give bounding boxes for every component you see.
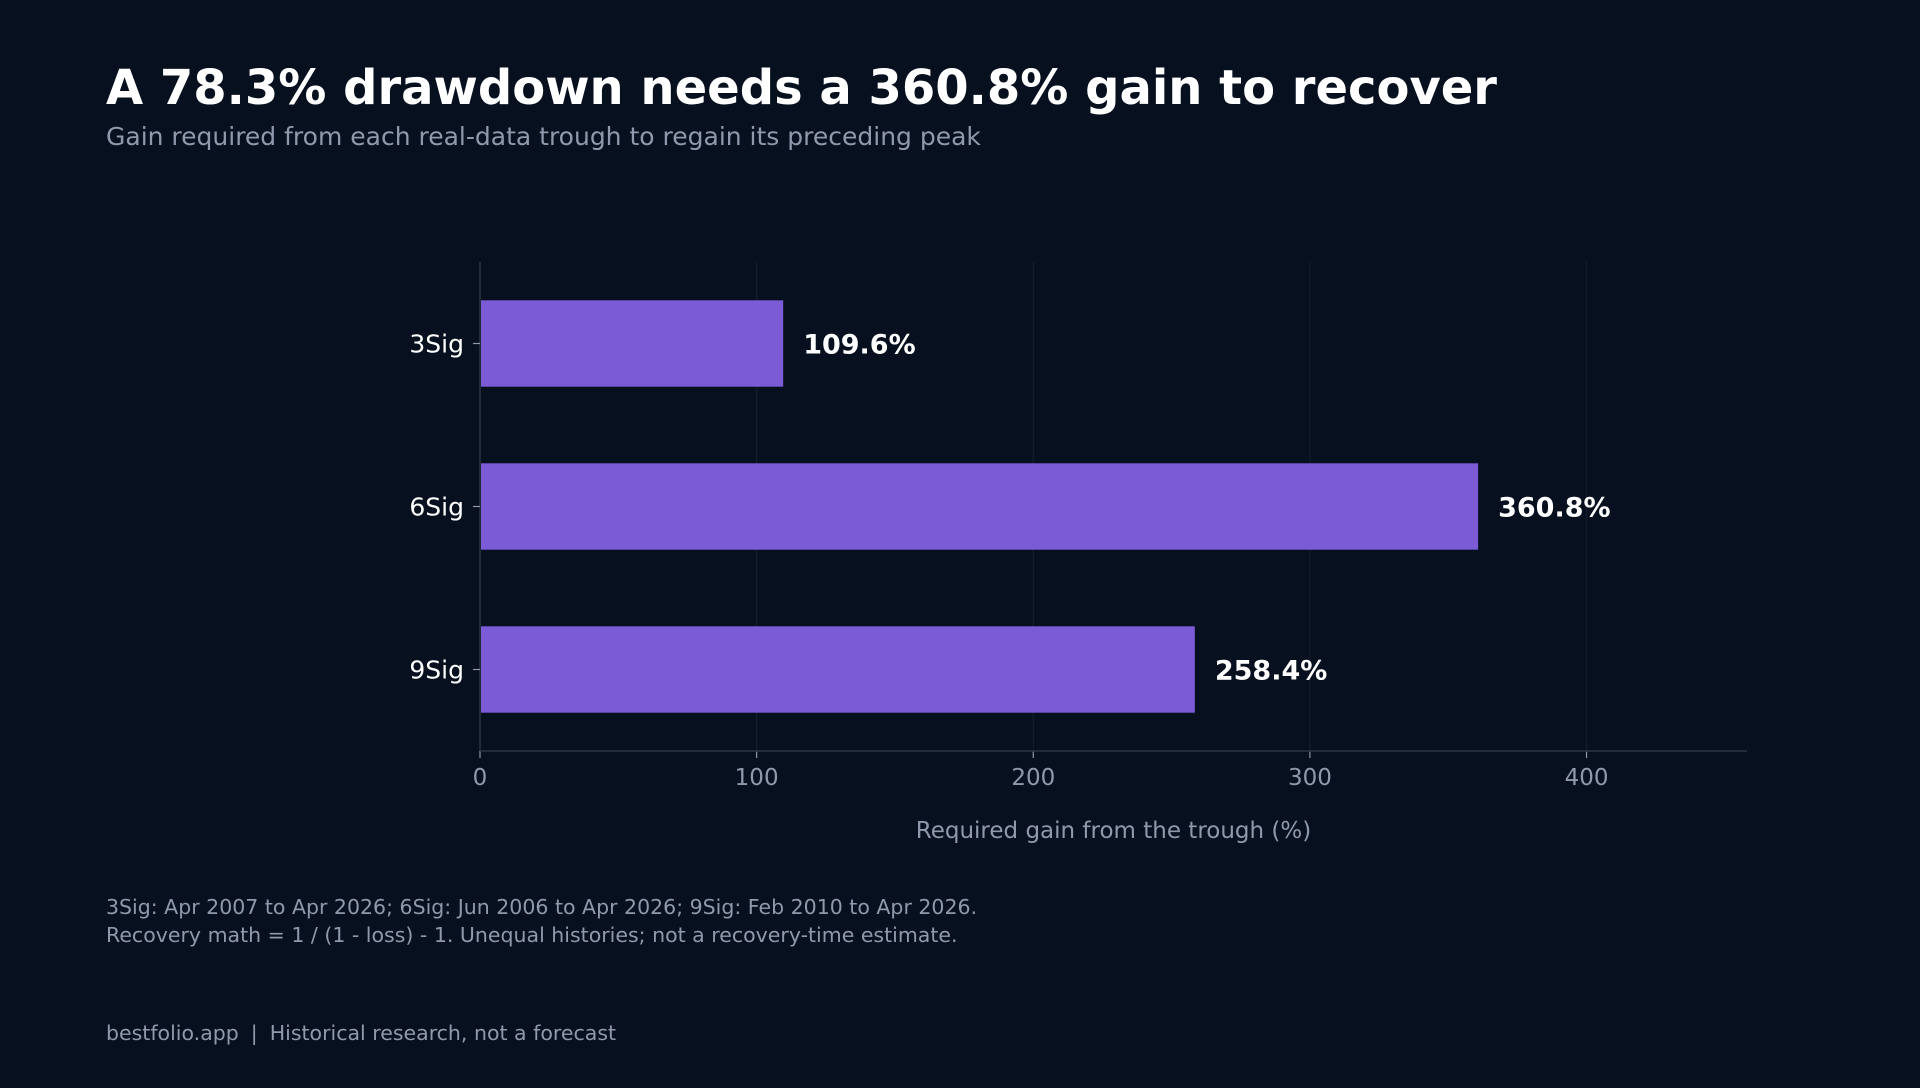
bar-9sig <box>481 626 1195 713</box>
data-label-9sig: 258.4% <box>1215 656 1327 687</box>
bar-3sig <box>481 300 784 387</box>
axes <box>473 262 1747 758</box>
category-label-6sig: 6Sig <box>409 493 464 522</box>
data-label-6sig: 360.8% <box>1498 493 1610 524</box>
footnote-line-2: Recovery math = 1 / (1 - loss) - 1. Uneq… <box>106 923 958 947</box>
x-tick-label: 300 <box>1288 765 1332 791</box>
bar-6sig <box>481 463 1479 550</box>
footer-note: Historical research, not a forecast <box>269 1021 617 1045</box>
labels: 0 100 200 300 400 3Sig 109.6% 6Sig 360.8% 9Sig 258… <box>409 330 1610 845</box>
footer-site: bestfolio.app <box>106 1021 239 1045</box>
category-label-3sig: 3Sig <box>409 330 464 359</box>
x-axis-title: Required gain from the trough (%) <box>916 818 1311 844</box>
footer-separator: | <box>250 1021 258 1045</box>
x-tick-label: 0 <box>473 765 488 791</box>
footnote-line-1: 3Sig: Apr 2007 to Apr 2026; 6Sig: Jun 20… <box>106 895 978 919</box>
bars <box>481 300 1479 713</box>
chart-subtitle: Gain required from each real-data trough… <box>106 122 981 151</box>
data-label-3sig: 109.6% <box>803 330 915 361</box>
x-tick-label: 200 <box>1011 765 1055 791</box>
x-tick-label: 100 <box>735 765 779 791</box>
x-tick-label: 400 <box>1565 765 1609 791</box>
category-label-9sig: 9Sig <box>409 656 464 685</box>
chart-title: A 78.3% drawdown needs a 360.8% gain to … <box>106 60 1497 116</box>
footer: bestfolio.app | Historical research, not a… <box>106 1019 616 1047</box>
footnote: 3Sig: Apr 2007 to Apr 2026; 6Sig: Jun 20… <box>106 893 977 949</box>
